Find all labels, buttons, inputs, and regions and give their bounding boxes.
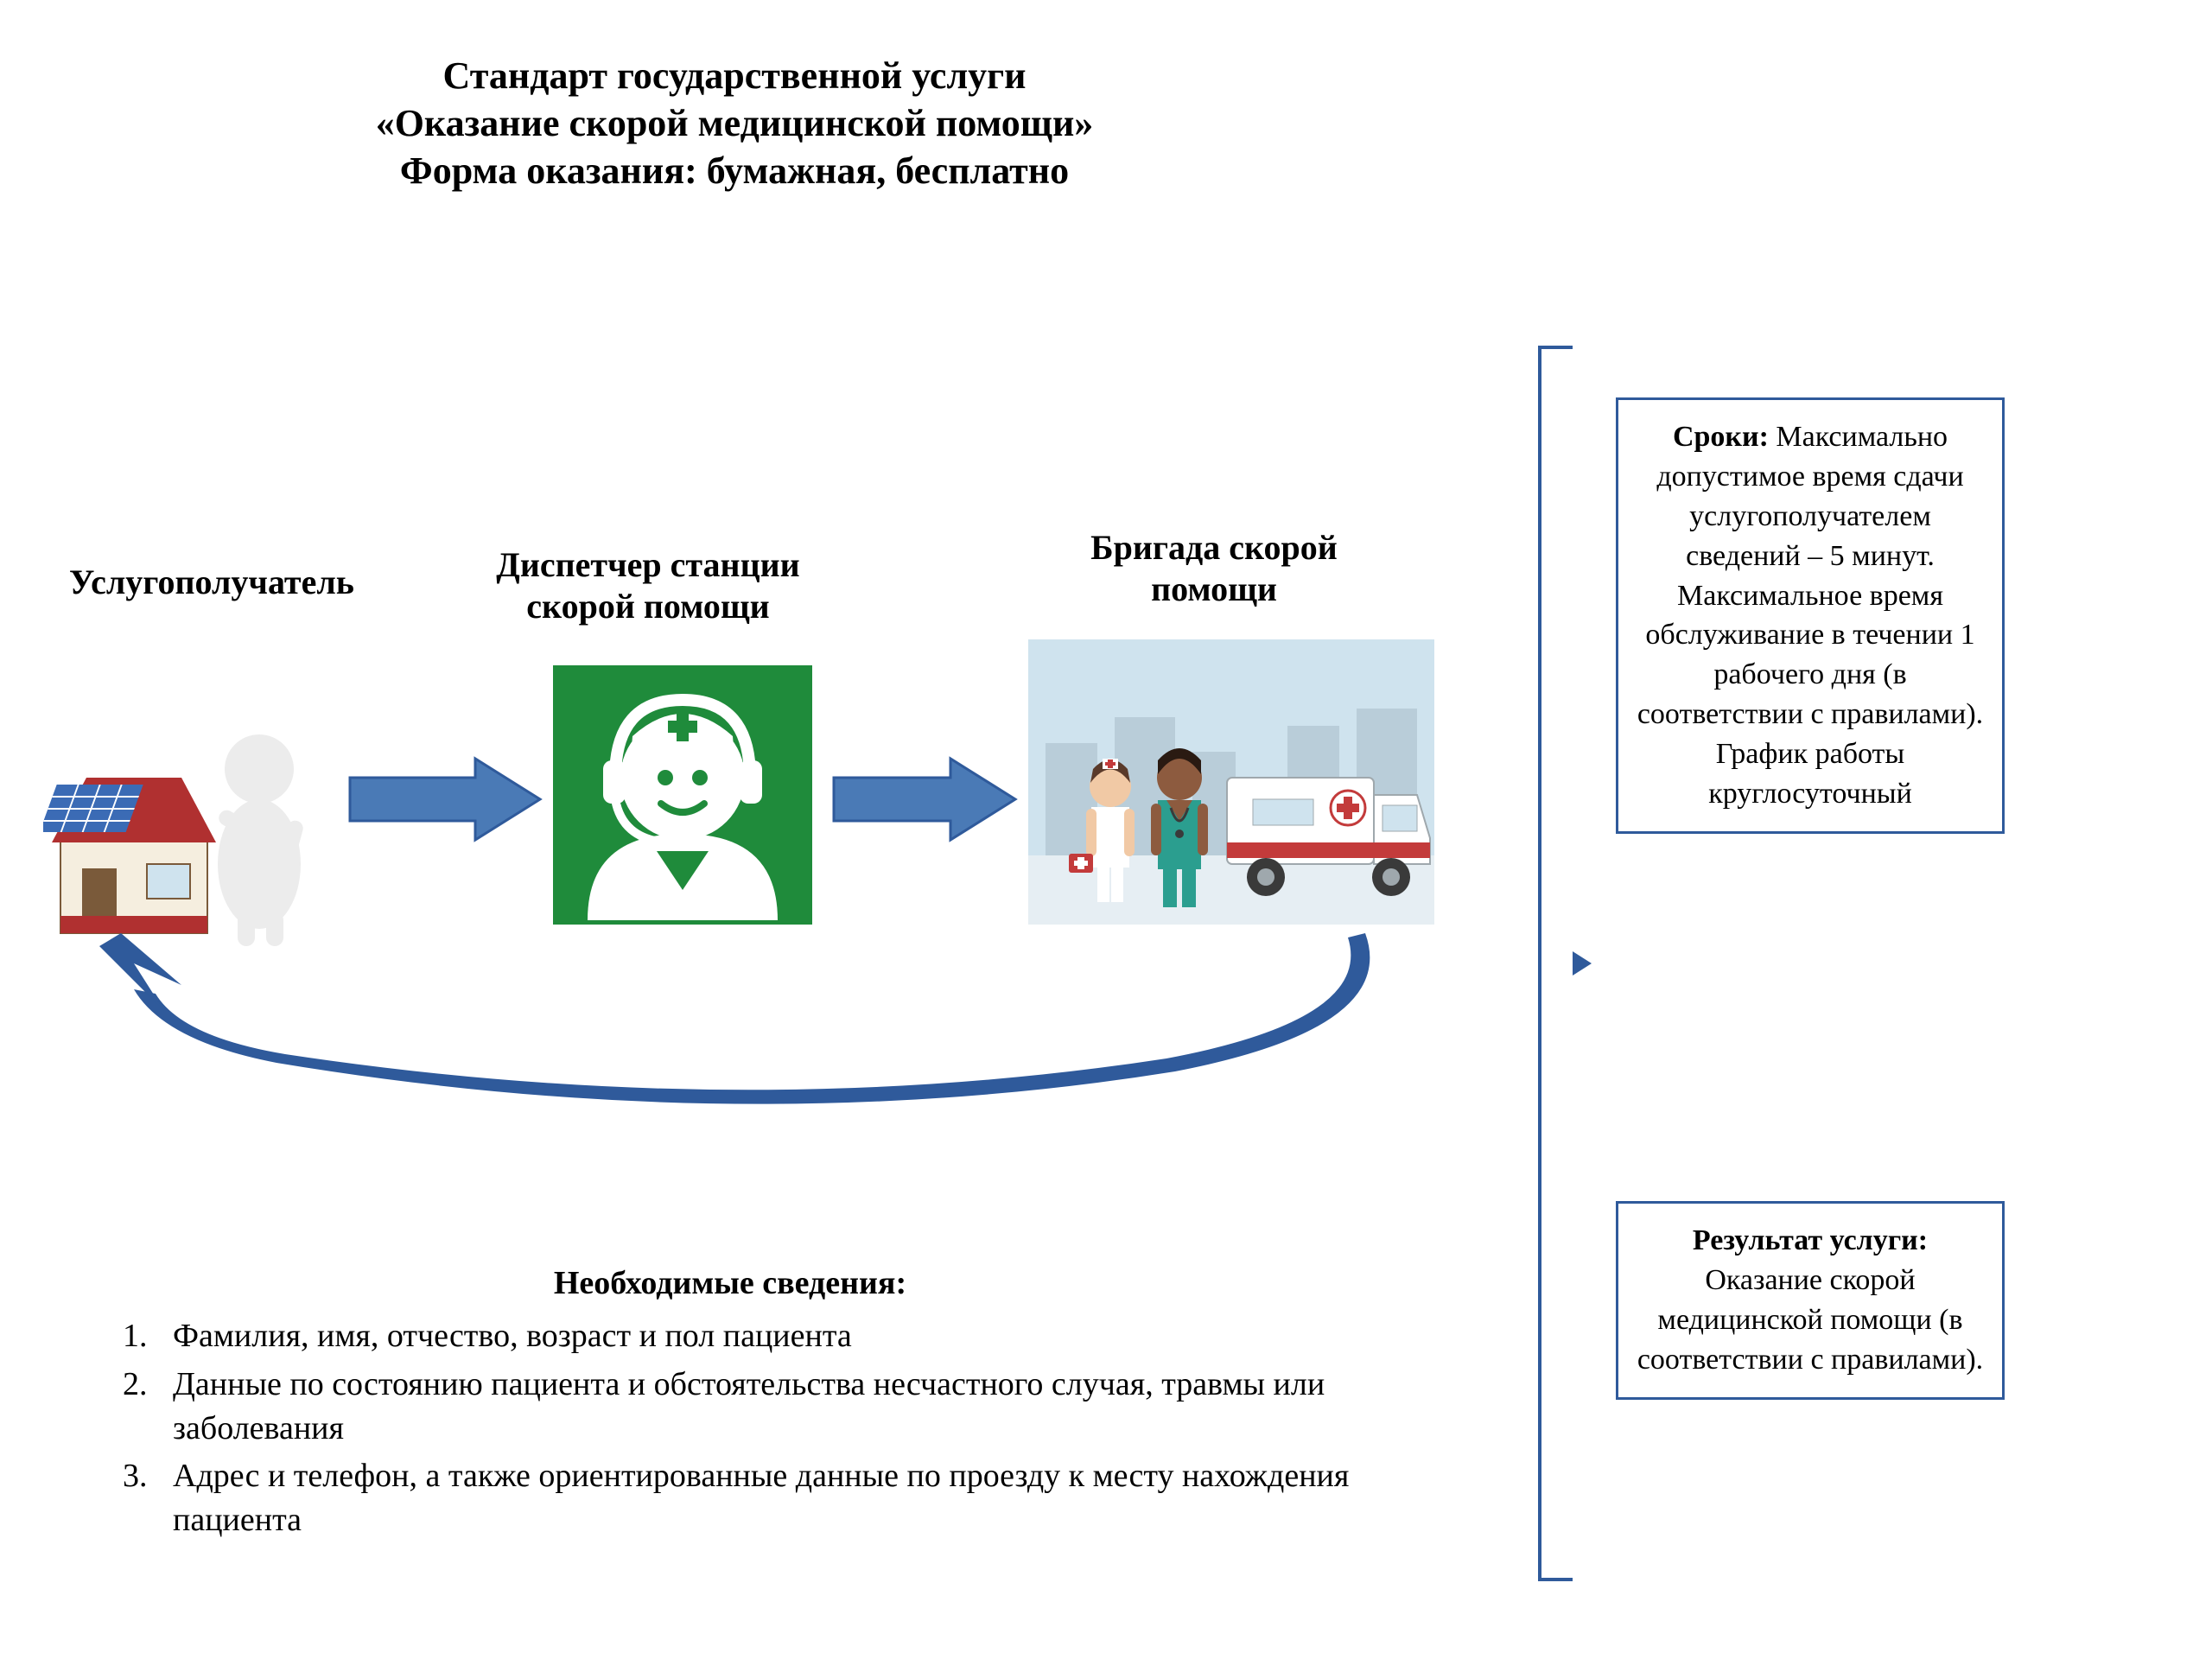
arrow-dispatcher-to-brigade — [830, 752, 1020, 851]
required-info: Необходимые сведения: Фамилия, имя, отче… — [104, 1262, 1357, 1547]
info-item-3: Адрес и телефон, а также ориентированные… — [156, 1454, 1357, 1543]
arrow-recipient-to-dispatcher — [346, 752, 544, 851]
page-title: Стандарт государственной услуги «Оказани… — [0, 52, 1469, 194]
result-title: Результат услуги: — [1693, 1224, 1928, 1256]
info-item-2: Данные по состоянию пациента и обстоятел… — [156, 1363, 1357, 1452]
bracket-arrow-icon — [1573, 951, 1592, 976]
required-info-heading: Необходимые сведения: — [104, 1262, 1357, 1306]
result-box: Результат услуги: Оказание скорой медици… — [1616, 1201, 2005, 1400]
brigade-icon — [1028, 639, 1434, 925]
dispatcher-icon — [553, 665, 812, 925]
stage-label-recipient: Услугополучатель — [52, 562, 372, 603]
title-line-2: «Оказание скорой медицинской помощи» — [0, 99, 1469, 147]
arrow-brigade-to-recipient — [52, 916, 1417, 1145]
stage-label-brigade: Бригада скорой помощи — [1046, 527, 1382, 610]
required-info-list: Фамилия, имя, отчество, возраст и пол па… — [104, 1314, 1357, 1542]
result-body: Оказание скорой медицинской помощи (в со… — [1637, 1264, 1983, 1376]
timing-body: Максимально допустимое время сдачи услуг… — [1637, 421, 1983, 810]
bracket-icon — [1538, 346, 1573, 1581]
title-line-1: Стандарт государственной услуги — [0, 52, 1469, 99]
timing-box: Сроки: Максимально допустимое время сдач… — [1616, 397, 2005, 834]
timing-title: Сроки: — [1673, 421, 1769, 453]
recipient-icon — [43, 691, 328, 950]
info-item-1: Фамилия, имя, отчество, возраст и пол па… — [156, 1314, 1357, 1358]
stage-label-dispatcher: Диспетчер станции скорой помощи — [458, 544, 838, 627]
title-line-3: Форма оказания: бумажная, бесплатно — [0, 147, 1469, 194]
